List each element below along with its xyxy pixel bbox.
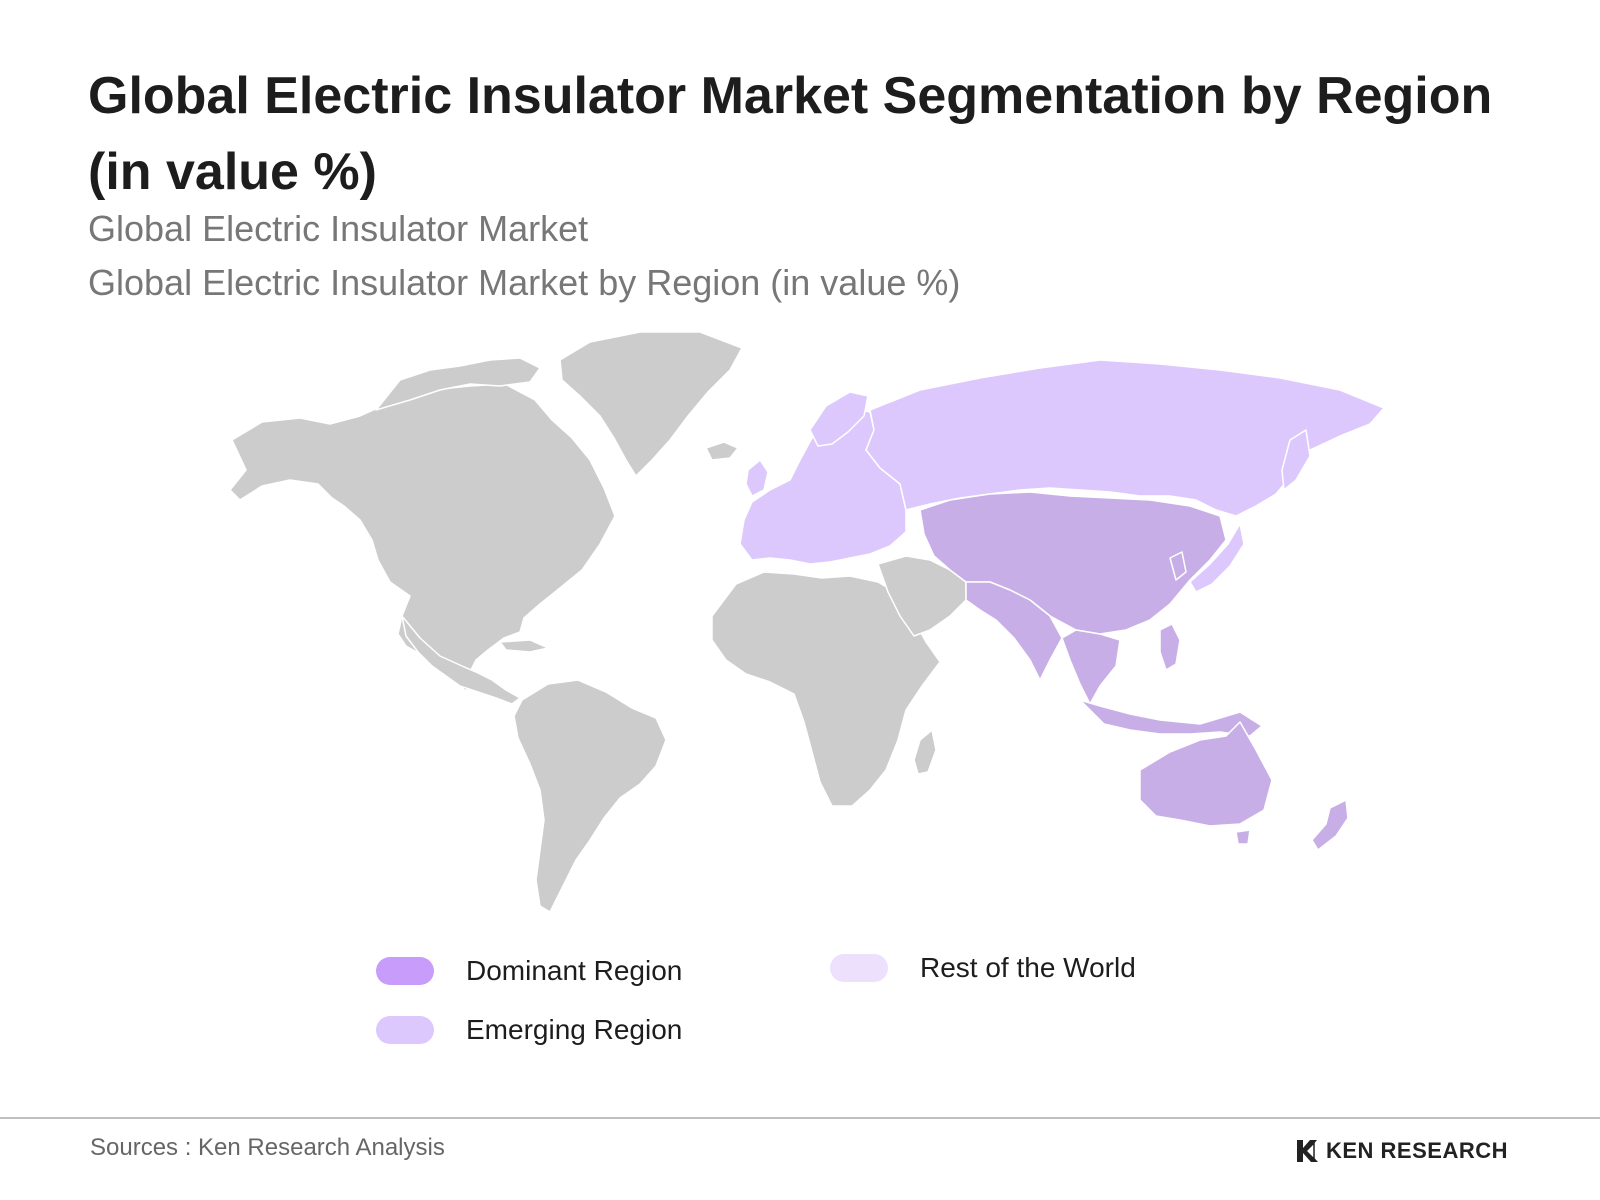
region-new-zealand [1311,799,1349,851]
page-title: Global Electric Insulator Market Segment… [88,67,1493,201]
region-russia [865,359,1385,517]
ken-research-logo: KEN RESEARCH [1294,1138,1508,1164]
region-arctic-islands [375,357,541,411]
region-philippines [1159,623,1181,671]
region-central-america [401,615,521,705]
region-iceland [705,441,739,461]
ken-research-logo-text: KEN RESEARCH [1325,1138,1508,1163]
region-korea [1169,551,1187,581]
region-greenland [559,331,743,477]
ken-research-logo-icon [1296,1140,1318,1162]
region-japan [1189,523,1245,593]
region-kamchatka [1281,429,1311,491]
world-map [0,320,1600,940]
region-middle-east [877,555,967,637]
region-africa [711,571,941,807]
region-tasmania [1235,829,1251,845]
legend-swatch-dominant [376,957,434,985]
region-south-asia [965,581,1063,681]
region-australia [1139,721,1273,827]
legend: Dominant Region Emerging Region Rest of … [0,950,1600,1070]
sources-text: Sources : Ken Research Analysis [90,1134,445,1161]
legend-item-rest-of-world: Rest of the World [830,952,1136,984]
legend-item-emerging: Emerging Region [376,1014,682,1046]
world-map-svg [229,331,1385,913]
region-madagascar [913,729,937,775]
subtitle-market: Global Electric Insulator Market [88,208,589,249]
legend-label-emerging: Emerging Region [466,1014,683,1045]
region-southeast-asia [1061,629,1121,705]
footer-divider [0,1117,1600,1119]
region-caribbean [499,639,549,653]
legend-swatch-emerging [376,1016,434,1044]
region-uk [745,459,769,497]
legend-swatch-rest-of-world [830,954,888,982]
legend-label-dominant: Dominant Region [466,955,683,986]
legend-label-rest-of-world: Rest of the World [920,952,1136,983]
region-scandinavia [809,391,869,447]
legend-item-dominant: Dominant Region [376,955,682,987]
region-south-america [513,679,667,913]
subtitle-market-by-region: Global Electric Insulator Market by Regi… [88,262,961,303]
region-indonesia [1079,699,1263,737]
